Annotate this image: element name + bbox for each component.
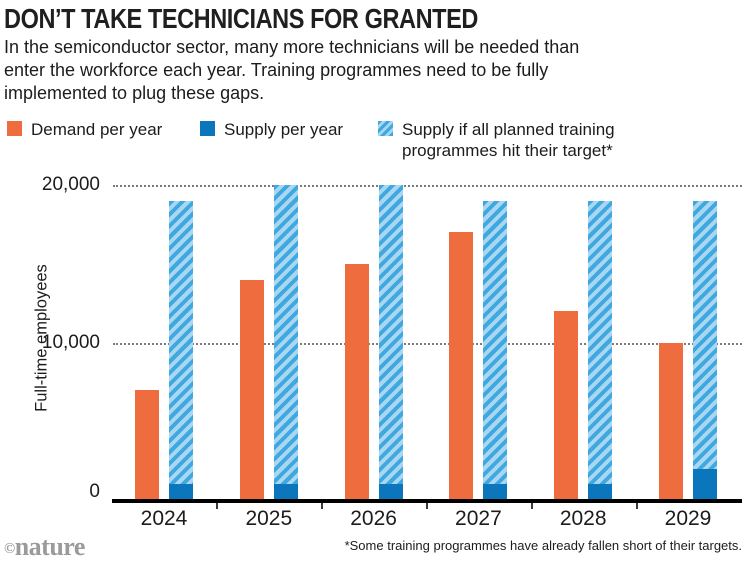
y-tick-10000: 10,000 [41,332,100,353]
y-tick-0: 0 [89,481,100,502]
chart-subtitle: In the semiconductor sector, many more t… [4,37,580,103]
y-tick-20000: 20,000 [41,174,100,195]
bar-demand-2026 [344,263,369,500]
demand-swatch-icon [7,121,22,136]
bar-demand-2024 [135,389,159,500]
bar-supply-2029 [693,468,717,500]
x-label-2025: 2025 [245,507,293,530]
x-label-2027: 2027 [455,507,502,530]
legend-label-supply-target: Supply if all planned training programme… [402,120,615,160]
bar-demand-2027 [449,232,474,500]
bar-supply-2024 [169,484,193,500]
x-label-2028: 2028 [559,507,607,530]
gridline-20000 [113,185,742,187]
x-axis-tick-0 [216,503,219,509]
legend-item-demand: Demand per year [7,119,162,140]
supply-swatch-icon [200,121,215,136]
x-axis-tick-1 [321,503,324,509]
x-axis-tick-2 [426,503,428,509]
bar-supply-target-2026 [378,185,403,500]
bar-supply-2028 [588,484,613,500]
nature-logo-text: nature [14,532,86,561]
bar-supply-2026 [378,484,403,500]
legend-item-supply: Supply per year [200,119,343,140]
legend-item-supply-target: Supply if all planned training programme… [378,119,626,161]
x-axis-tick-4 [635,503,638,509]
bar-demand-2028 [554,311,579,500]
x-axis-line [112,499,742,503]
x-label-2026: 2026 [350,507,397,530]
x-label-2029: 2029 [664,507,712,530]
legend-label-demand: Demand per year [31,120,163,139]
bar-demand-2025 [239,279,264,500]
bar-supply-target-2024 [169,200,193,500]
bar-supply-target-2028 [588,200,613,500]
chart-title: DON’T TAKE TECHNICIANS FOR GRANTED [4,3,478,34]
footnote: *Some training programmes have already f… [344,538,742,553]
plot-area: 2024 2025 2026 2027 2028 2029 [112,185,742,530]
hatched-swatch-icon [378,121,393,136]
copyright-symbol: © [4,541,15,557]
gridline-10000 [113,342,742,345]
bar-supply-2027 [483,484,508,500]
x-axis-tick-3 [530,503,533,509]
bar-supply-2025 [273,484,298,500]
bar-demand-2029 [659,342,683,500]
x-label-2024: 2024 [140,507,188,530]
bar-supply-target-2027 [483,200,508,500]
bar-supply-target-2029 [693,200,717,500]
nature-logo: ©nature [4,532,85,561]
bar-supply-target-2025 [273,185,298,500]
legend-label-supply: Supply per year [224,120,344,139]
